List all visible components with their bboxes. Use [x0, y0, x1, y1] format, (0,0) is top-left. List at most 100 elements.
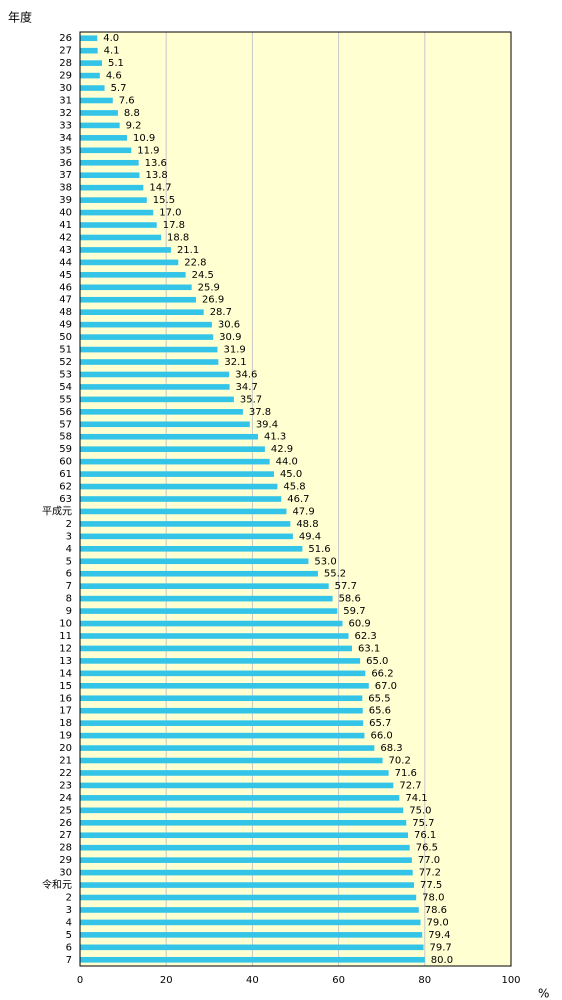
bar [80, 209, 154, 216]
y-tick-label: 41 [59, 220, 72, 231]
bar [80, 60, 102, 66]
y-tick-label: 59 [59, 444, 72, 455]
value-label: 5.1 [108, 58, 124, 69]
y-tick-label: 46 [59, 282, 72, 293]
y-tick-label: 14 [59, 668, 72, 679]
y-tick-label: 37 [59, 170, 72, 181]
bar [80, 595, 333, 602]
value-label: 10.9 [133, 133, 155, 144]
y-tick-label: 21 [59, 756, 72, 767]
y-tick-label: 13 [59, 656, 72, 667]
y-tick-label: 48 [59, 307, 72, 318]
y-tick-label: 47 [59, 295, 72, 306]
bar [80, 732, 365, 739]
value-label: 17.8 [163, 220, 185, 231]
y-tick-label: 25 [59, 805, 72, 816]
value-label: 44.0 [276, 457, 298, 468]
bar [80, 296, 196, 303]
bar [80, 770, 389, 776]
bar [80, 247, 171, 253]
value-label: 79.4 [428, 930, 450, 941]
value-label: 35.7 [240, 394, 262, 405]
bar [80, 670, 366, 677]
bar [80, 135, 127, 141]
value-label: 79.0 [426, 917, 448, 928]
bar [80, 471, 274, 477]
y-tick-label: 5 [66, 930, 72, 941]
bar [80, 85, 105, 91]
x-tick-label: 100 [501, 975, 520, 986]
value-label: 55.2 [324, 569, 346, 580]
value-label: 32.1 [224, 357, 246, 368]
value-label: 17.0 [159, 208, 181, 219]
value-label: 75.7 [412, 818, 434, 829]
value-label: 26.9 [202, 295, 224, 306]
bar [80, 396, 234, 403]
value-label: 65.5 [368, 693, 390, 704]
y-tick-label: 19 [59, 731, 72, 742]
bar [80, 819, 407, 826]
y-tick-label: 58 [59, 432, 72, 443]
value-label: 65.0 [366, 656, 388, 667]
value-label: 53.0 [314, 556, 336, 567]
bar [80, 371, 230, 378]
y-tick-label: 9 [66, 606, 72, 617]
bar [80, 97, 113, 104]
bar [80, 222, 157, 228]
y-tick-label: 29 [59, 71, 72, 82]
y-tick-label: 43 [59, 245, 72, 256]
y-tick-label: 55 [59, 394, 72, 405]
bar [80, 932, 423, 938]
y-tick-label: 7 [66, 581, 72, 592]
y-tick-label: 10 [59, 619, 72, 630]
value-label: 11.9 [137, 145, 159, 156]
value-label: 14.7 [149, 183, 171, 194]
bar [80, 620, 343, 627]
bar [80, 197, 147, 203]
value-label: 21.1 [177, 245, 199, 256]
value-label: 31.9 [223, 345, 245, 356]
bar [80, 882, 415, 888]
bar [80, 359, 219, 365]
bar [80, 147, 132, 154]
value-label: 48.8 [296, 519, 318, 530]
y-tick-label: 16 [59, 693, 72, 704]
y-tick-label: 54 [59, 382, 72, 393]
y-tick-label: 7 [66, 955, 72, 966]
value-label: 13.8 [145, 170, 167, 181]
plot-border [79, 31, 512, 967]
bar [80, 72, 100, 79]
value-label: 51.6 [308, 544, 330, 555]
y-tick-label: 27 [59, 46, 72, 57]
value-label: 77.5 [420, 880, 442, 891]
bar [80, 172, 140, 179]
y-tick-label: 5 [66, 556, 72, 567]
bar [80, 159, 139, 166]
y-tick-label: 29 [59, 855, 72, 866]
bar [80, 446, 265, 452]
value-label: 66.0 [370, 731, 392, 742]
value-label: 13.6 [145, 158, 167, 169]
y-tick-label: 12 [59, 643, 72, 654]
y-tick-label: 3 [66, 531, 72, 542]
bar [80, 795, 400, 801]
bar [80, 633, 349, 639]
value-label: 25.9 [198, 282, 220, 293]
bar [80, 645, 352, 652]
y-tick-label: 11 [59, 631, 72, 642]
bar [80, 658, 361, 664]
value-label: 30.6 [218, 320, 240, 331]
value-label: 66.2 [371, 668, 393, 679]
value-label: 76.5 [416, 843, 438, 854]
y-tick-label: 26 [59, 33, 72, 44]
y-tick-label: 23 [59, 780, 72, 791]
bar [80, 483, 278, 490]
bar [80, 521, 291, 527]
value-label: 45.0 [280, 469, 302, 480]
y-tick-label: 31 [59, 95, 72, 106]
bar [80, 683, 369, 689]
value-label: 80.0 [431, 955, 453, 966]
value-label: 28.7 [210, 307, 232, 318]
bar [80, 832, 408, 839]
